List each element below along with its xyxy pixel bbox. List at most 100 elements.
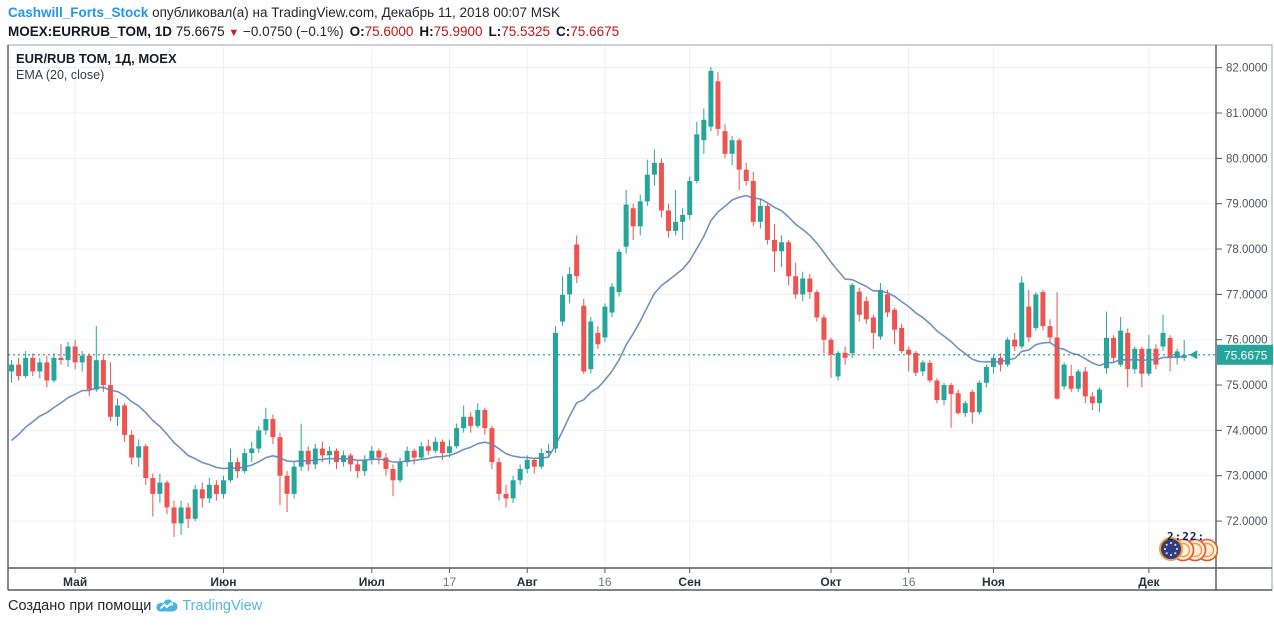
x-axis-tick-label: Июн [210,575,236,589]
candle-body [948,385,954,395]
candle-body [432,441,438,451]
candle-body [969,391,975,413]
y-axis-tick-label: 74.0000 [1226,425,1268,437]
close-value: 75.6675 [570,24,620,39]
candle-body [65,346,71,361]
candle-body [644,174,650,202]
candle-body [800,278,806,295]
low-label: L: [488,24,502,39]
symbol-name: MOEX:EURRUB_TOM, 1D [8,24,173,39]
candle-body [651,162,657,175]
x-axis-tick-label: Май [63,575,87,589]
candle-body [637,201,643,227]
candle-body [298,450,304,467]
published-text: опубликовал(а) на TradingView.com, Декаб… [152,5,561,20]
candle-body [1174,351,1180,358]
published-line: Cashwill_Forts_Stock опубликовал(а) на T… [8,4,619,22]
candle-body [1153,348,1159,365]
tradingview-link[interactable]: TradingView [156,598,262,614]
candle-body [1026,306,1032,338]
candle-body [962,403,968,414]
candle-body [1033,294,1039,328]
candle-body [319,448,325,456]
tradingview-brand-text: TradingView [182,598,263,614]
candle-body [439,441,445,454]
candle-body [305,450,311,465]
candle-body [355,464,361,472]
y-axis-tick-label: 73.0000 [1226,471,1268,483]
candle-body [136,446,142,458]
y-axis-tick-label: 81.0000 [1226,108,1268,120]
candle-body [44,362,50,381]
x-axis-tick-label: 16 [598,575,612,589]
price-down-arrow-icon: ▼ [228,27,240,39]
candle-body [291,466,297,494]
candle-body [242,453,248,472]
legend-indicator: EMA (20, close) [16,68,105,82]
candle-body [842,352,848,358]
candle-body [143,446,149,478]
candle-body [496,462,502,494]
candle-body [454,428,460,447]
candle-body [623,204,629,247]
candle-body [1061,364,1067,387]
candle-body [489,428,495,463]
price-change: −0.0750 (−0.1%) [243,24,344,39]
candle-body [983,366,989,383]
candle-body [1160,332,1166,347]
ema-line [10,194,1185,470]
y-axis-tick-label: 76.0000 [1226,335,1268,347]
candle-body [1068,375,1074,389]
candle-body [517,468,523,481]
close-label: C: [556,24,571,39]
candle-body [9,364,15,372]
x-axis-tick-label: Окт [820,575,841,589]
candle-body [694,134,700,182]
candle-body [150,477,156,494]
y-axis-tick-label: 77.0000 [1226,289,1268,301]
candle-body [920,362,926,372]
candle-body [461,416,467,429]
candle-body [129,434,135,458]
candle-body [616,251,622,293]
coins-logo-icon [1159,537,1219,562]
candle-body [284,475,290,494]
candle-body [425,446,431,451]
candle-body [701,119,707,141]
candle-body [72,346,78,363]
candle-body [934,380,940,401]
x-axis-tick-label: Июл [359,575,385,589]
candle-body [736,140,742,170]
candle-body [86,355,92,390]
candle-body [630,208,636,227]
candle-body [1125,332,1131,370]
candle-body [418,446,424,458]
candle-body [574,244,580,277]
candle-body [192,489,198,519]
candle-body [814,292,820,318]
candle-body [199,489,205,499]
x-axis-tick-label: Ноя [982,575,1005,589]
candle-body [595,332,601,345]
candle-body [411,450,417,458]
candle-body [906,349,912,355]
candle-body [771,239,777,252]
candle-body [877,289,883,337]
low-value: 75.5325 [501,24,551,39]
candle-body [927,362,933,381]
x-axis-tick-label: Авг [517,575,538,589]
author-avatar-watermark: 2:22: [1158,528,1219,564]
candle-body [1082,371,1088,397]
candle-body [185,507,191,519]
candle-body [397,462,403,481]
candle-body [220,480,226,494]
candle-body [722,131,728,154]
header: Cashwill_Forts_Stock опубликовал(а) на T… [8,4,619,42]
author-link[interactable]: Cashwill_Forts_Stock [8,5,149,20]
candle-body [23,357,29,376]
tradingview-logo-icon [156,598,178,611]
candle-body [178,507,184,524]
candle-body [213,484,219,494]
y-axis-tick-label: 78.0000 [1226,244,1268,256]
